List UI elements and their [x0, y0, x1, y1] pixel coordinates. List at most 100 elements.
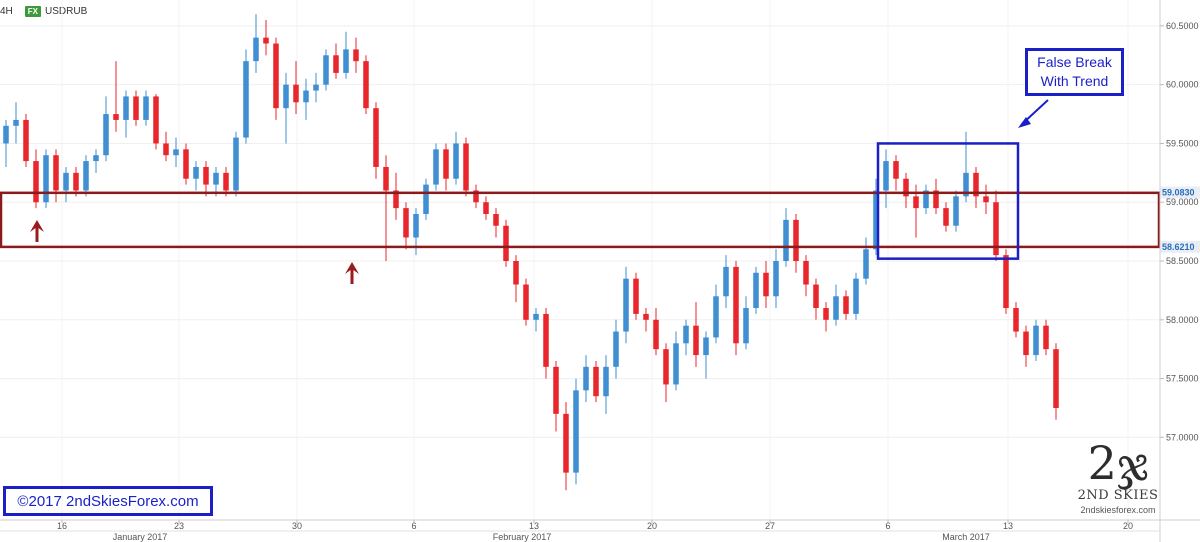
candle-body: [823, 308, 829, 320]
grid-lines: [0, 0, 1160, 520]
candle: [633, 272, 639, 320]
candle-body: [443, 149, 449, 179]
candle: [923, 184, 929, 214]
candle: [23, 114, 29, 167]
candle-body: [503, 225, 509, 262]
chart-overlays: 59.0830 58.6210: [0, 99, 1200, 284]
candle-body: [413, 213, 419, 238]
candle-body: [523, 284, 529, 320]
candle: [903, 172, 909, 209]
support-resistance-zone: [0, 191, 1161, 249]
candle-body: [813, 284, 819, 309]
candle-body: [903, 178, 909, 197]
arrow-head: [345, 262, 359, 274]
candle-body: [803, 261, 809, 285]
candle-body: [133, 96, 139, 120]
candle-body: [53, 155, 59, 191]
candle-body: [323, 55, 329, 85]
timeframe-label[interactable]: 4H: [0, 5, 13, 17]
candle-body: [873, 190, 879, 250]
annotation-line-2: With Trend: [1040, 73, 1109, 89]
candle: [83, 155, 89, 197]
price-label-bg: [1160, 240, 1200, 253]
candle: [13, 102, 19, 144]
candle: [823, 302, 829, 332]
candle-body: [883, 161, 889, 191]
candle: [113, 61, 119, 132]
candle-body: [83, 161, 89, 191]
candle: [763, 261, 769, 309]
candle: [233, 131, 239, 197]
candle: [713, 284, 719, 344]
candle-body: [763, 272, 769, 297]
candle: [423, 178, 429, 220]
copyright-box: ©2017 2ndSkiesForex.com: [3, 486, 213, 516]
brand-logo: 2ჯ 2ND SKIES 2ndskiesforex.com: [1068, 440, 1168, 515]
candle-body: [463, 143, 469, 191]
candle-body: [213, 172, 219, 185]
candle: [323, 49, 329, 91]
candle: [613, 319, 619, 379]
candle: [933, 178, 939, 214]
candle-body: [663, 349, 669, 385]
candle: [723, 255, 729, 309]
candle: [143, 90, 149, 126]
time-tick-label: 23: [174, 521, 184, 531]
candle: [863, 237, 869, 285]
candle-body: [543, 313, 549, 367]
price-label-text: 58.6210: [1162, 242, 1195, 252]
candle-body: [233, 137, 239, 191]
candle: [833, 284, 839, 326]
candle: [623, 266, 629, 344]
candle: [733, 261, 739, 356]
candle-body: [573, 390, 579, 473]
candle: [183, 143, 189, 185]
candle-body: [193, 166, 199, 179]
candle-body: [363, 61, 369, 109]
candle-body: [153, 96, 159, 144]
symbol-label[interactable]: USDRUB: [45, 5, 88, 17]
candle: [33, 149, 39, 209]
candle: [703, 331, 709, 379]
candle: [123, 90, 129, 138]
arrow-head: [30, 220, 44, 232]
candle-body: [593, 366, 599, 397]
price-tick-label: 57.0000: [1166, 432, 1199, 442]
candle-body: [353, 49, 359, 62]
candle-body: [993, 202, 999, 256]
candle-body: [563, 413, 569, 473]
candle-body: [253, 37, 259, 62]
candle: [593, 360, 599, 403]
candle-body: [163, 143, 169, 156]
candle: [203, 161, 209, 197]
candle-body: [333, 55, 339, 73]
candle: [873, 178, 879, 256]
candle: [743, 296, 749, 350]
candle: [63, 166, 69, 203]
candle-body: [863, 249, 869, 279]
candle: [223, 166, 229, 197]
month-label: February 2017: [493, 532, 552, 542]
candle: [573, 378, 579, 485]
candle-body: [1013, 308, 1019, 332]
candle: [663, 343, 669, 403]
candle: [393, 172, 399, 220]
candle-body: [733, 266, 739, 344]
candle-body: [963, 172, 969, 197]
time-tick-label: 6: [885, 521, 890, 531]
candle-body: [633, 278, 639, 314]
candle: [273, 37, 279, 120]
candle-body: [793, 219, 799, 262]
candle: [843, 290, 849, 320]
month-label: January 2017: [113, 532, 168, 542]
time-axis: 16 23 30 6 13 20 27 6 13 20 January 2017 February 2…: [0, 519, 1200, 542]
candle-body: [293, 84, 299, 103]
candle-body: [723, 266, 729, 297]
candle-body: [343, 49, 349, 73]
candle-body: [973, 172, 979, 197]
candle-body: [423, 184, 429, 214]
price-axis: 60.5000 60.0000 59.5000 59.0000 58.5000 58.00…: [1159, 0, 1199, 542]
annotation-arrowhead-icon: [1018, 117, 1031, 128]
candle: [643, 308, 649, 332]
